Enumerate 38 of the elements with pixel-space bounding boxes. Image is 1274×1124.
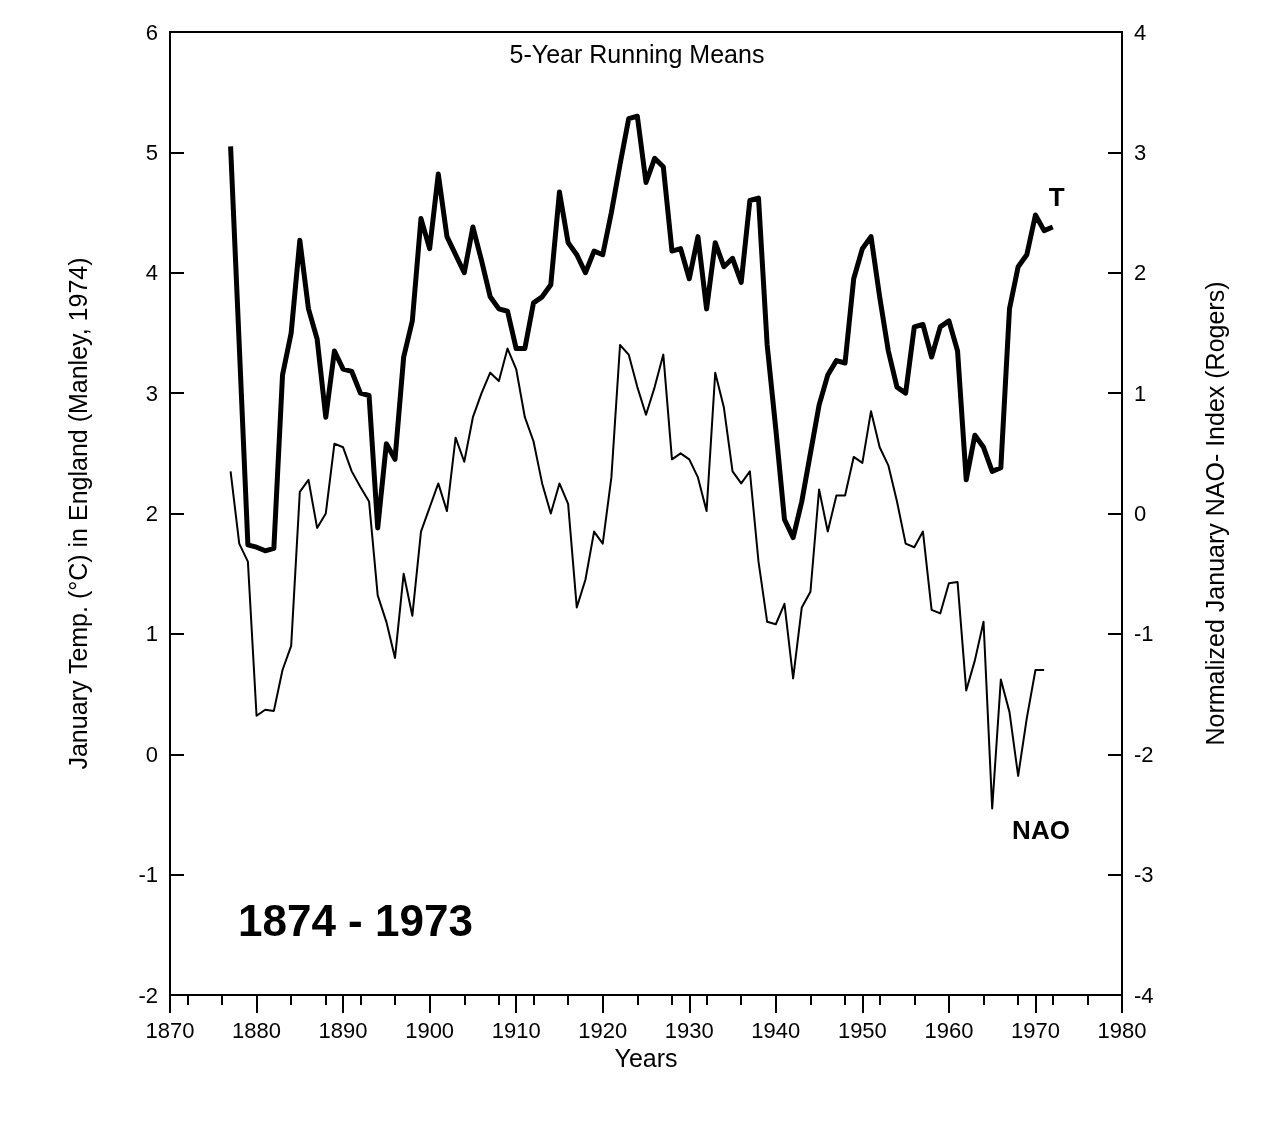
y-axis-title: January Temp. (°C) in England (Manley, 1974) xyxy=(63,257,92,770)
y2-tick-label: -4 xyxy=(1134,982,1154,1008)
y-tick-label: 5 xyxy=(145,139,158,165)
x-tick-label: 1910 xyxy=(491,1017,541,1043)
y2-tick-label: 2 xyxy=(1134,260,1147,286)
x-axis-title: Years xyxy=(614,1044,678,1073)
annotation: 1874 - 1973 xyxy=(238,895,473,945)
y-tick-label: 2 xyxy=(145,501,158,526)
y-tick-label: 6 xyxy=(145,19,158,45)
chart-title: 5-Year Running Means xyxy=(509,39,765,68)
y2-tick-label: 3 xyxy=(1134,139,1147,165)
y2-tick-label: -2 xyxy=(1134,741,1154,767)
y-tick-label: -1 xyxy=(138,862,158,888)
series-label: T xyxy=(1048,182,1065,213)
y2-tick-label: -3 xyxy=(1134,862,1154,888)
y2-tick-label: -1 xyxy=(1134,621,1154,647)
y2-axis-title: Normalized January NAO- Index (Rogers) xyxy=(1200,281,1229,746)
x-tick-label: 1930 xyxy=(664,1017,714,1043)
x-tick-label: 1980 xyxy=(1097,1017,1147,1043)
y-tick-label: 1 xyxy=(145,621,158,647)
x-tick-label: 1950 xyxy=(837,1017,887,1043)
x-tick-label: 1960 xyxy=(924,1017,974,1043)
x-tick-label: 1940 xyxy=(751,1017,801,1043)
x-tick-label: 1920 xyxy=(578,1017,628,1043)
y2-tick-label: 4 xyxy=(1134,19,1147,45)
x-tick-label: 1900 xyxy=(405,1017,455,1043)
line-series xyxy=(229,343,1046,810)
x-tick-label: 1970 xyxy=(1010,1017,1060,1043)
series-label: NAO xyxy=(1012,814,1070,845)
y-tick-label: 4 xyxy=(145,260,158,286)
y-tick-label: 0 xyxy=(145,741,158,767)
x-tick-label: 1870 xyxy=(145,1017,195,1043)
x-tick-label: 1890 xyxy=(318,1017,368,1043)
y2-tick-label: 0 xyxy=(1134,501,1147,526)
y-tick-label: 3 xyxy=(145,380,158,406)
y-tick-label: -2 xyxy=(138,982,158,1008)
x-tick-label: 1880 xyxy=(232,1017,282,1043)
y2-tick-label: 1 xyxy=(1134,380,1147,406)
